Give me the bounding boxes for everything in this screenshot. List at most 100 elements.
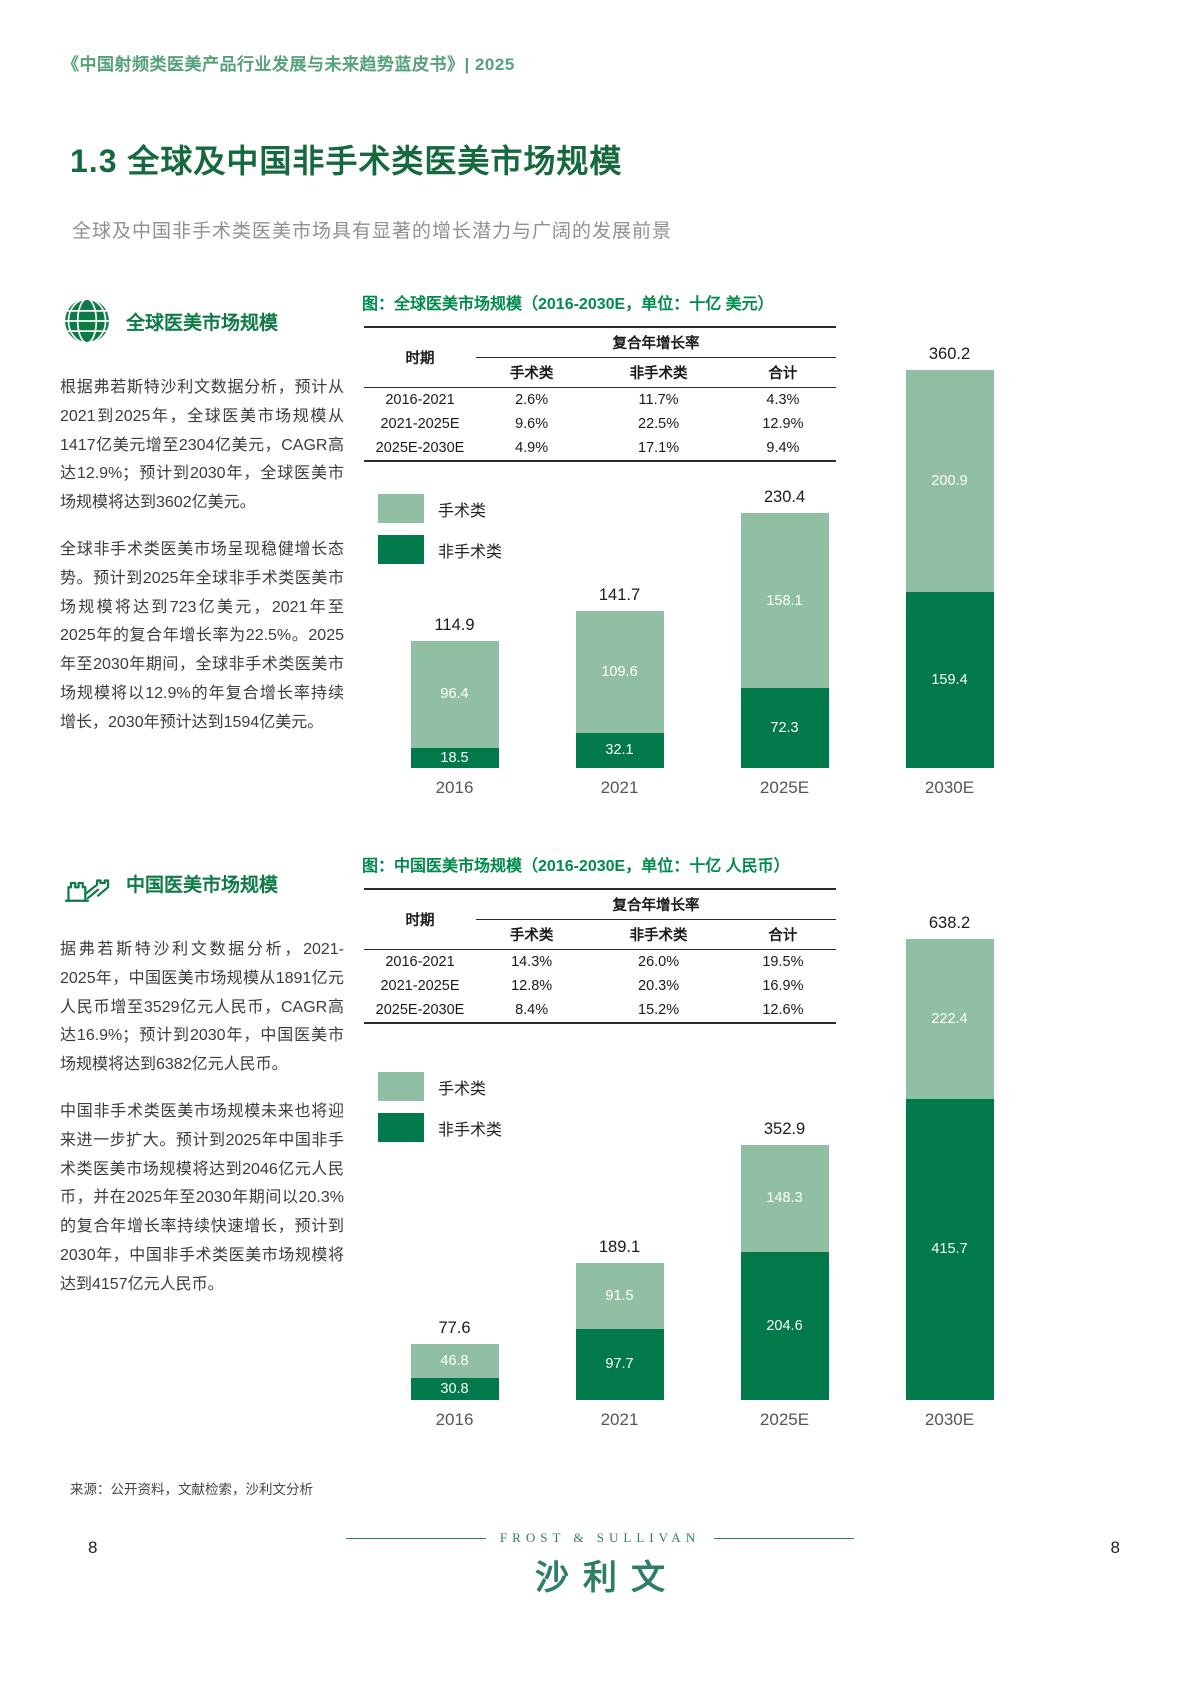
bar-segment: 222.4 [905, 938, 994, 1100]
legend-item: 非手术类 [378, 1113, 502, 1142]
bar-segment: 200.9 [905, 369, 994, 592]
table-cell-value: 9.6% [515, 416, 549, 432]
table-cell-value: 15.2% [587, 998, 730, 1024]
bar-group: 352.9 148.3 204.6 [740, 1120, 829, 1400]
table-header-total: 合计 [729, 919, 836, 950]
table-header-nonsurgical: 非手术类 [587, 357, 730, 388]
legend-label: 非手术类 [438, 1121, 503, 1139]
legend-item: 手术类 [378, 494, 502, 523]
x-axis-category-label: 2016 [435, 778, 474, 797]
table-cell-value: 17.1% [587, 436, 730, 462]
global-section: 全球医美市场规模 根据弗若斯特沙利文数据分析，预计从2021到2025年，全球医… [60, 290, 1152, 840]
source-note: 来源：公开资料，文献检索，沙利文分析 [70, 1482, 313, 1497]
table-row: 2025E-2030E 4.9% 17.1% 9.4% [364, 436, 836, 462]
legend-swatch [378, 1072, 424, 1101]
bar-group: 230.4 158.1 72.3 [740, 488, 829, 768]
china-chart-title: 图：中国医美市场规模（2016-2030E，单位：十亿 人民币） [362, 858, 790, 875]
bar-group: 77.6 46.8 30.8 [410, 1319, 499, 1400]
logo-english-text: FROST & SULLIVAN [499, 1530, 701, 1545]
bar-total-label: 114.9 [434, 616, 475, 635]
bar-group: 114.9 96.4 18.5 [410, 616, 499, 768]
chart-legend: 手术类非手术类 [378, 1072, 502, 1142]
logo-english: FROST & SULLIVAN [0, 1530, 1200, 1546]
global-body-text: 根据弗若斯特沙利文数据分析，预计从2021到2025年，全球医美市场规模从141… [60, 374, 344, 738]
table-header-nonsurgical: 非手术类 [587, 919, 730, 950]
table-row: 2016-2021 2.6% 11.7% 4.3% [364, 388, 836, 413]
bar-value-label: 46.8 [440, 1352, 469, 1369]
bar-total-label: 230.4 [763, 488, 806, 507]
table-cell-value: 12.8% [511, 978, 553, 994]
x-axis-category-label: 2021 [600, 778, 639, 797]
bar-value-label: 158.1 [766, 592, 803, 609]
table-cell-period: 2021-2025E [380, 416, 460, 432]
x-axis-category-label: 2030E [924, 778, 975, 797]
chart-legend: 手术类 非手术类 [378, 494, 502, 564]
bar-segment: 46.8 [410, 1343, 499, 1378]
bar-segment: 97.7 [575, 1329, 664, 1400]
bar-segment: 30.8 [410, 1377, 499, 1400]
global-cagr-table: 时期 复合年增长率 手术类 非手术类 合计 2016-2021 2.6% 11.7%… [364, 326, 836, 462]
table-row: 2021-2025E 9.6% 22.5% 12.9% [364, 412, 836, 436]
bar-value-label: 222.4 [931, 1010, 968, 1027]
table-cell-value: 14.3% [511, 954, 553, 970]
table-cell-value: 20.3% [638, 978, 680, 994]
china-section: 中国医美市场规模 据弗若斯特沙利文数据分析，2021-2025年，中国医美市场规… [60, 852, 1152, 1472]
table-cell-value: 19.5% [762, 954, 804, 970]
global-stacked-bar-chart: 114.9 96.4 18.5 141.7 109.6 32.1 230.4 158.1 72.… [362, 318, 1152, 798]
legend-item: 非手术类 [378, 535, 502, 564]
legend-label: 手术类 [438, 502, 487, 520]
table-row: 2025E-2030E 8.4% 15.2% 12.6% [364, 998, 836, 1024]
bar-segment: 204.6 [740, 1252, 829, 1400]
table-header-period: 时期 [364, 327, 476, 388]
frost-sullivan-logo: FROST & SULLIVAN 沙利文 [0, 1530, 1200, 1599]
table-cell-value: 26.0% [638, 954, 680, 970]
table-cell-value: 9.4% [729, 436, 836, 462]
bar-segment: 91.5 [575, 1263, 664, 1330]
bar-value-label: 204.6 [766, 1317, 803, 1334]
bar-value-label: 72.3 [770, 719, 799, 736]
legend-swatch [378, 1113, 424, 1142]
bar-segment: 72.3 [740, 688, 829, 768]
china-stacked-bar-chart: 77.6 46.8 30.8 189.1 91.5 97.7 352.9 148.3 204.6… [362, 880, 1152, 1430]
bar-segment: 109.6 [575, 611, 664, 733]
china-section-header: 中国医美市场规模 [60, 856, 344, 910]
table-cell-period: 2025E-2030E [364, 998, 476, 1024]
body-paragraph: 根据弗若斯特沙利文数据分析，预计从2021到2025年，全球医美市场规模从141… [60, 379, 344, 512]
bar-group: 638.2 222.4 415.7 [905, 914, 994, 1400]
page-subtitle: 全球及中国非手术类医美市场具有显著的增长潜力与广阔的发展前景 [72, 221, 673, 242]
bar-segment: 158.1 [740, 513, 829, 689]
legend-swatch [378, 535, 424, 564]
table-cell-value: 11.7% [638, 392, 679, 408]
page-title: 1.3 全球及中国非手术类医美市场规模 [70, 143, 623, 179]
bar-segment: 96.4 [410, 641, 499, 748]
table-header-total: 合计 [729, 357, 836, 388]
table-cell-period: 2016-2021 [385, 392, 455, 408]
legend-item: 手术类 [378, 1072, 502, 1101]
bar-segment: 32.1 [575, 732, 664, 768]
bar-group: 141.7 109.6 32.1 [575, 586, 664, 768]
table-header-surgical: 手术类 [476, 357, 588, 388]
plot-area: 114.9 96.4 18.5 141.7 109.6 32.1 230.4 158.1 72.… [372, 303, 1032, 768]
great-wall-icon [60, 856, 114, 910]
legend-swatch [378, 494, 424, 523]
table-cell-value: 2.6% [515, 392, 549, 408]
table-cell-value: 4.9% [476, 436, 588, 462]
table-cell-period: 2021-2025E [380, 978, 460, 994]
global-chart-title: 图：全球医美市场规模（2016-2030E，单位：十亿 美元） [362, 296, 774, 313]
bar-segment: 415.7 [905, 1099, 994, 1400]
china-section-label: 中国医美市场规模 [126, 874, 279, 896]
bar-total-label: 189.1 [598, 1238, 641, 1257]
china-sidebar: 中国医美市场规模 据弗若斯特沙利文数据分析，2021-2025年，中国医美市场规… [60, 856, 344, 1300]
china-cagr-table: 时期 复合年增长率 手术类 非手术类 合计 2016-2021 14.3% 26.0… [364, 888, 836, 1024]
bar-value-label: 148.3 [766, 1190, 803, 1207]
x-axis-labels: 2016 2021 2025E 2030E [372, 1410, 1032, 1430]
globe-icon [60, 294, 114, 348]
logo-divider-line [345, 1537, 486, 1539]
x-axis-category-label: 2025E [759, 1410, 810, 1429]
legend-label: 非手术类 [438, 543, 503, 561]
bar-segment: 159.4 [905, 591, 994, 768]
bar-value-label: 97.7 [605, 1356, 634, 1373]
bar-value-label: 18.5 [440, 749, 469, 766]
logo-divider-line [714, 1537, 855, 1539]
x-axis-category-label: 2025E [759, 778, 810, 797]
